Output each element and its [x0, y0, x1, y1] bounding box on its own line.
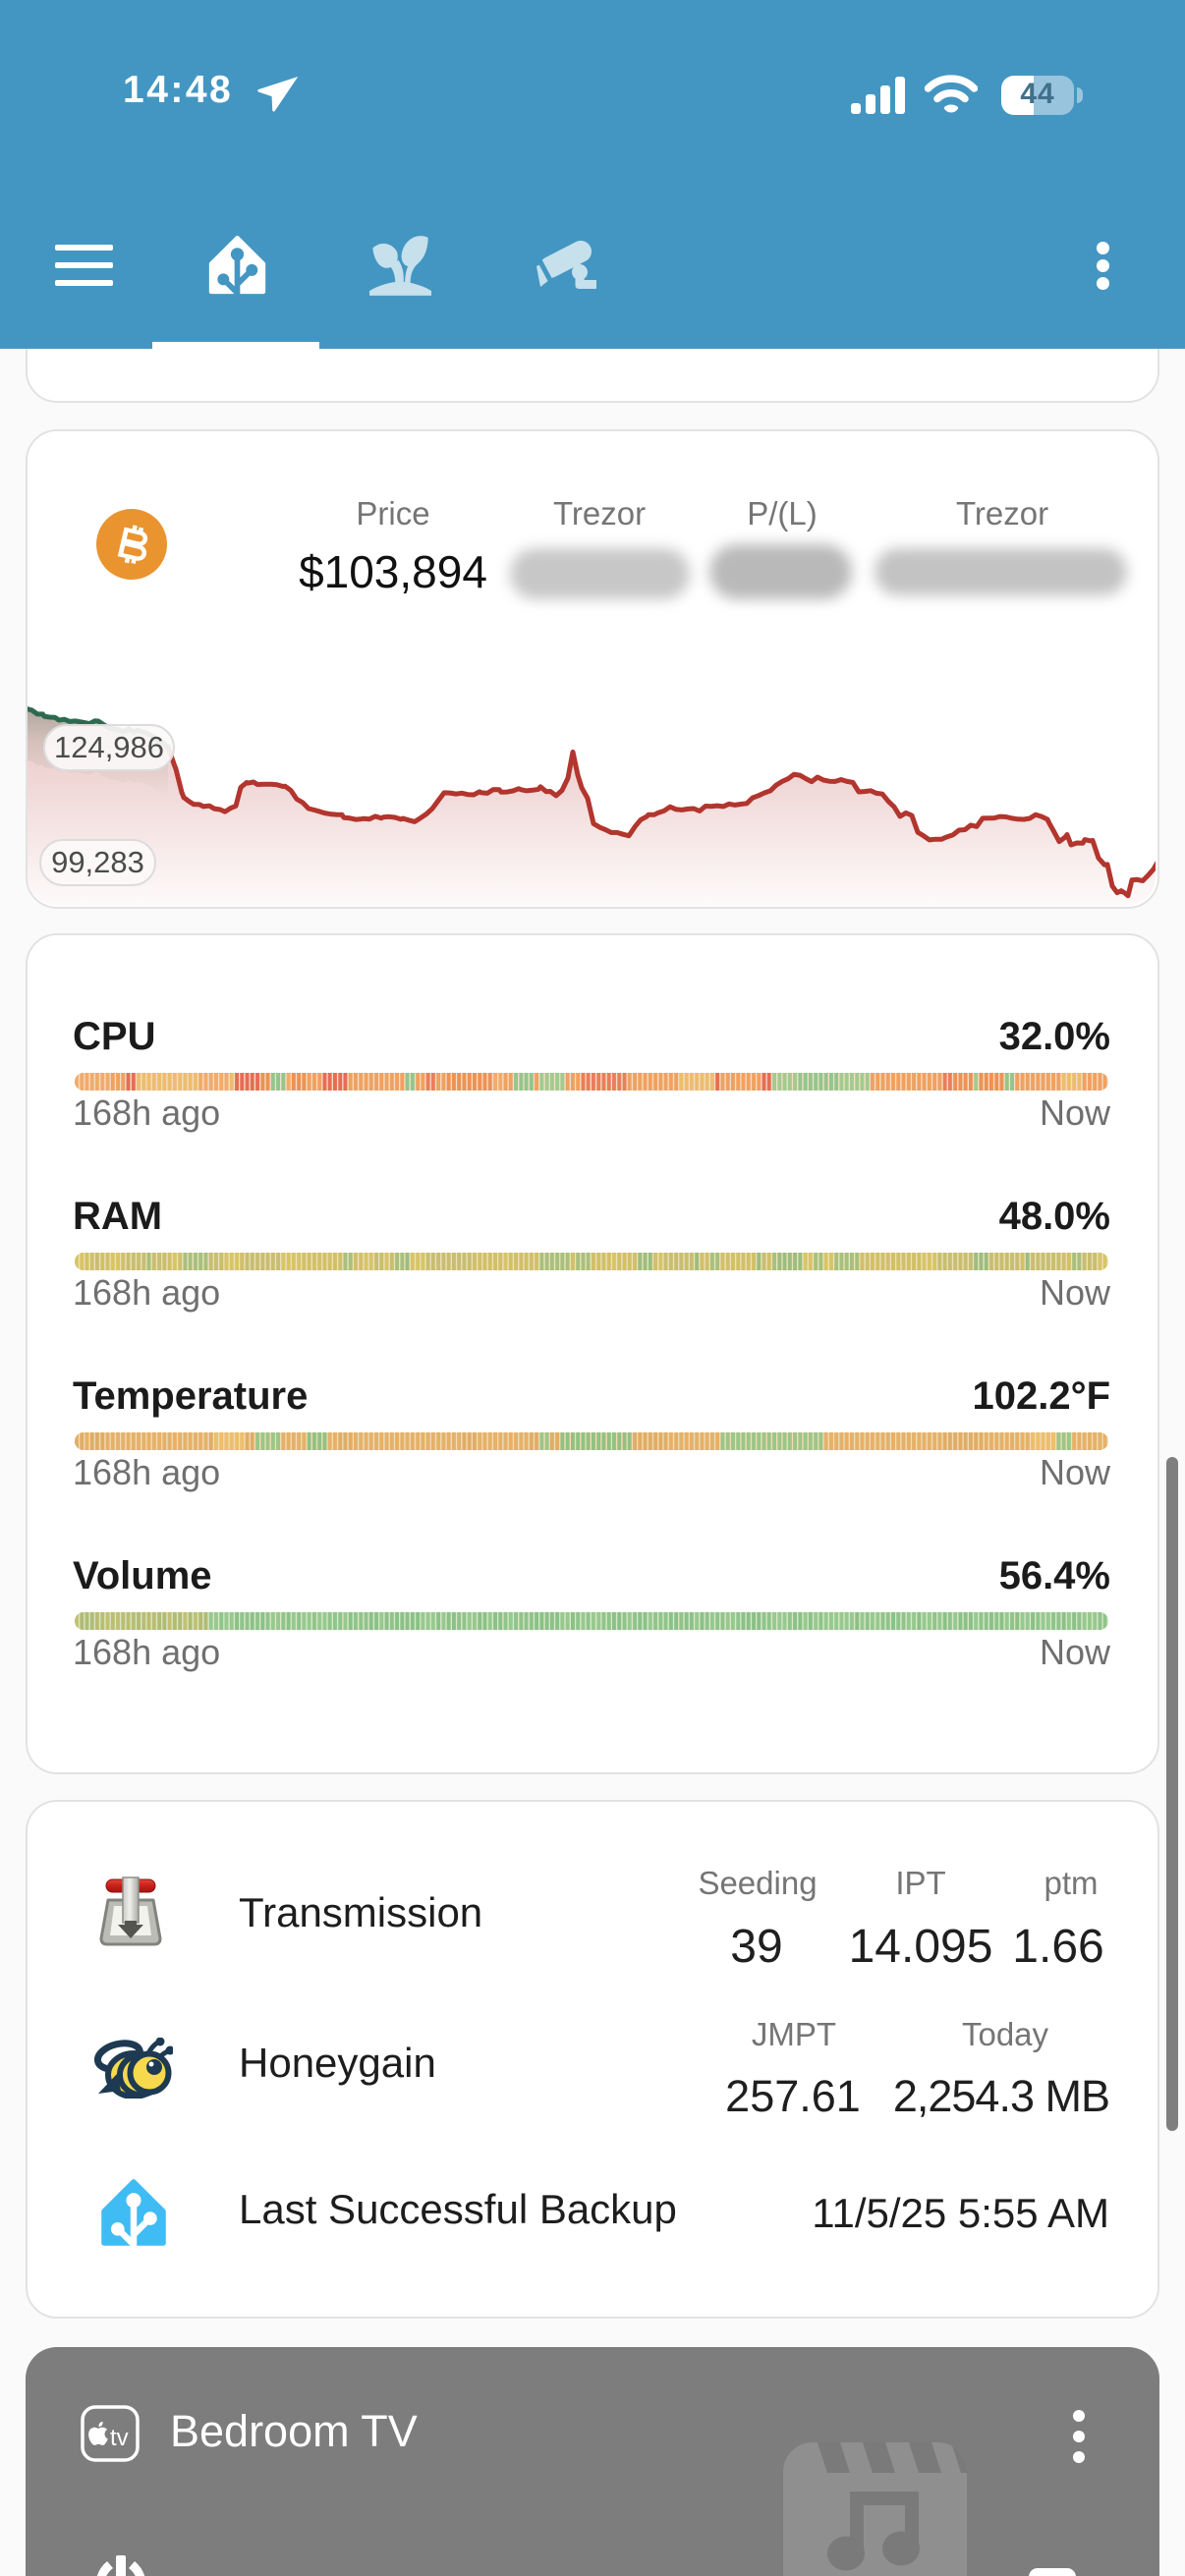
- svg-text:tv: tv: [110, 2425, 129, 2451]
